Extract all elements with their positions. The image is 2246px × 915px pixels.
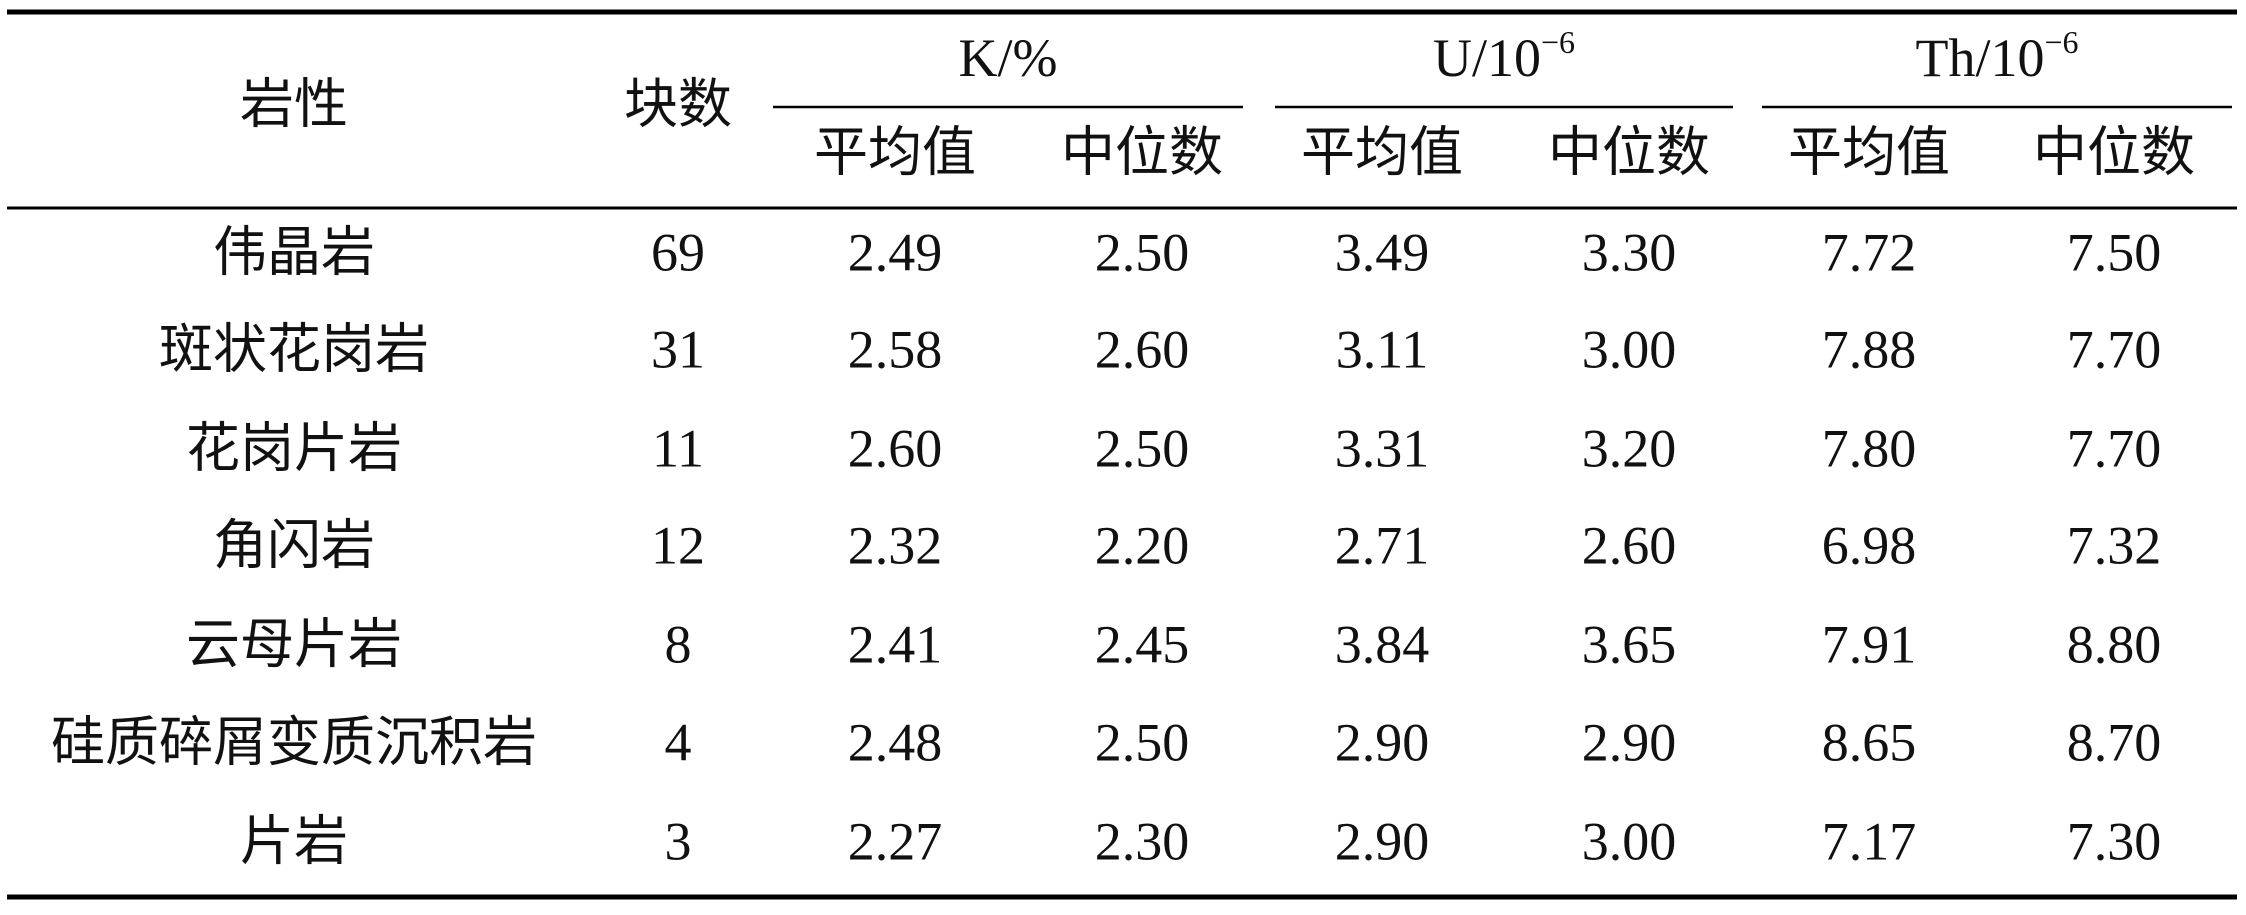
group-header: Th/10−6 [1915,24,2078,88]
cell: 7.30 [2067,811,2162,871]
cell: 7.70 [2067,319,2162,379]
cell: 3.00 [1582,319,1677,379]
cell: 3.00 [1582,811,1677,871]
group-label: K/% [959,28,1058,88]
cell: 7.72 [1822,222,1917,282]
cell: 2.50 [1095,418,1190,478]
cell: 2.50 [1095,222,1190,282]
cell: 斑状花岗岩 [159,319,429,379]
cell: 2.27 [848,811,943,871]
cell: 2.50 [1095,712,1190,772]
cell: 7.70 [2067,418,2162,478]
sub-header: 中位数 [1061,122,1223,182]
cell: 8.70 [2067,712,2162,772]
cell: 2.49 [848,222,943,282]
header-cell: 块数 [624,74,732,134]
cell: 3.49 [1335,222,1430,282]
cell: 云母片岩 [186,614,402,674]
sub-header: 中位数 [2033,122,2195,182]
cell: 3 [665,811,692,871]
group-header: U/10−6 [1433,24,1575,88]
cell: 伟晶岩 [213,222,375,282]
cell: 片岩 [240,811,348,871]
cell: 硅质碎屑变质沉积岩 [51,712,537,772]
cell: 12 [651,515,705,575]
superscript: −6 [1541,24,1575,60]
cell: 8.80 [2067,614,2162,674]
cell: 2.60 [1095,319,1190,379]
cell: 2.60 [848,418,943,478]
cell: 2.41 [848,614,943,674]
cell: 4 [665,712,692,772]
cell: 2.90 [1582,712,1677,772]
cell: 花岗片岩 [186,418,402,478]
cell: 11 [652,418,704,478]
sub-header: 平均值 [1301,122,1463,182]
cell: 2.30 [1095,811,1190,871]
cell: 31 [651,319,705,379]
cell: 2.32 [848,515,943,575]
cell: 6.98 [1822,515,1917,575]
group-label: U/10 [1433,28,1541,88]
cell: 2.48 [848,712,943,772]
cell: 3.65 [1582,614,1677,674]
cell: 2.71 [1335,515,1430,575]
cell: 3.84 [1335,614,1430,674]
cell: 2.60 [1582,515,1677,575]
cell: 3.31 [1335,418,1430,478]
cell: 7.88 [1822,319,1917,379]
cell: 7.91 [1822,614,1917,674]
cell: 3.30 [1582,222,1677,282]
sub-header: 平均值 [1788,122,1950,182]
cell: 2.90 [1335,811,1430,871]
cell: 2.90 [1335,712,1430,772]
cell: 8 [665,614,692,674]
cell: 8.65 [1822,712,1917,772]
sub-header: 中位数 [1548,122,1710,182]
cell: 2.45 [1095,614,1190,674]
header-cell: 岩性 [240,74,348,134]
cell: 3.20 [1582,418,1677,478]
superscript: −6 [2044,24,2078,60]
group-header: K/% [959,28,1058,88]
cell: 2.58 [848,319,943,379]
cell: 7.50 [2067,222,2162,282]
cell: 7.80 [1822,418,1917,478]
sub-header: 平均值 [814,122,976,182]
cell: 69 [651,222,705,282]
cell: 3.11 [1336,319,1429,379]
cell: 2.20 [1095,515,1190,575]
cell: 7.32 [2067,515,2162,575]
cell: 7.17 [1822,811,1917,871]
group-label: Th/10 [1915,28,2044,88]
cell: 角闪岩 [213,515,375,575]
